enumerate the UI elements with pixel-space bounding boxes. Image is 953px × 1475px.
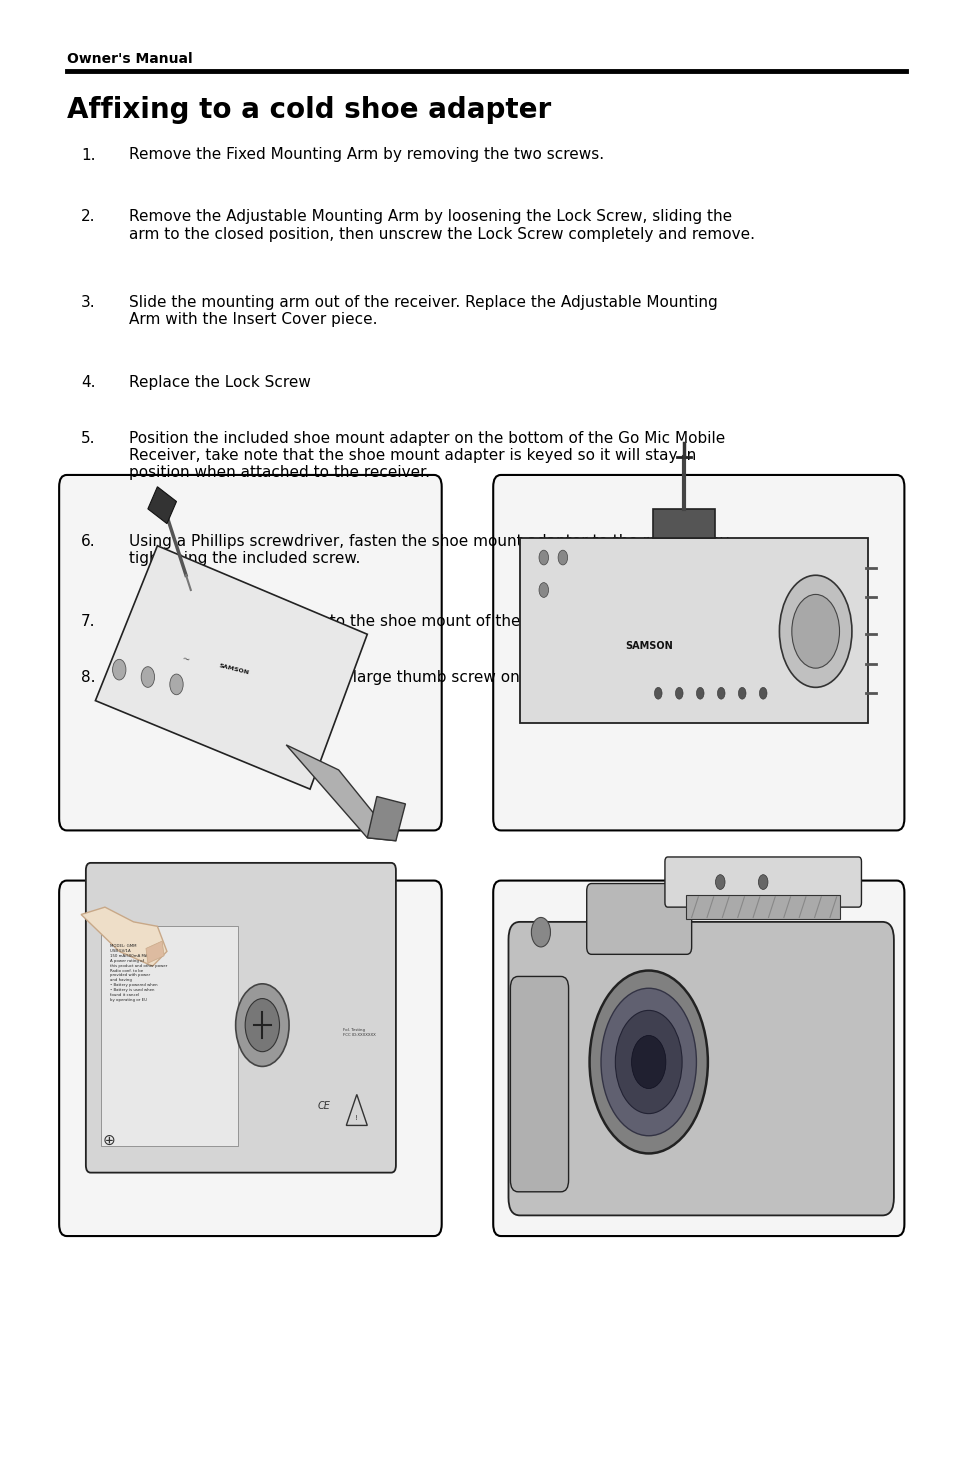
Text: Using a Phillips screwdriver, fasten the shoe mount adapter to the receiver by
t: Using a Phillips screwdriver, fasten the… — [129, 534, 728, 566]
FancyBboxPatch shape — [664, 857, 861, 907]
Text: 6.: 6. — [81, 534, 95, 549]
Text: Fol. Testing
FCC ID:XXXXXXX: Fol. Testing FCC ID:XXXXXXX — [343, 1028, 375, 1037]
Text: Remove the Fixed Mounting Arm by removing the two screws.: Remove the Fixed Mounting Arm by removin… — [129, 148, 603, 162]
Circle shape — [615, 1010, 681, 1114]
FancyBboxPatch shape — [510, 976, 568, 1192]
FancyBboxPatch shape — [493, 475, 903, 830]
FancyBboxPatch shape — [86, 863, 395, 1173]
Circle shape — [538, 550, 548, 565]
Text: 8.: 8. — [81, 670, 95, 684]
FancyBboxPatch shape — [59, 881, 441, 1236]
Polygon shape — [146, 941, 164, 963]
Circle shape — [675, 687, 682, 699]
Text: SAMSON: SAMSON — [624, 642, 672, 650]
Text: Slide the mounting arm out of the receiver. Replace the Adjustable Mounting
Arm : Slide the mounting arm out of the receiv… — [129, 295, 717, 327]
Polygon shape — [367, 796, 405, 841]
Text: SAMSON: SAMSON — [218, 664, 249, 676]
Text: Slide the GMM Receiver into the shoe mount of the connecting device.: Slide the GMM Receiver into the shoe mou… — [129, 614, 669, 628]
Circle shape — [738, 687, 745, 699]
Text: 4.: 4. — [81, 375, 95, 389]
FancyBboxPatch shape — [101, 926, 238, 1146]
Text: CE: CE — [317, 1102, 331, 1111]
Circle shape — [141, 667, 154, 687]
Circle shape — [112, 659, 126, 680]
Polygon shape — [286, 745, 395, 841]
Text: !: ! — [355, 1115, 358, 1121]
Text: MODEL: GMM
USB 5V/1A
150 mA/500mA MAX
A power rating of
this product and other p: MODEL: GMM USB 5V/1A 150 mA/500mA MAX A … — [110, 944, 167, 1002]
Text: Owner's Manual: Owner's Manual — [67, 52, 193, 65]
Text: Once positioned, tighten the large thumb screw on the receiver shoe mount to
hol: Once positioned, tighten the large thumb… — [129, 670, 732, 702]
Circle shape — [235, 984, 289, 1066]
FancyBboxPatch shape — [493, 881, 903, 1236]
Circle shape — [717, 687, 724, 699]
Circle shape — [758, 875, 767, 889]
Polygon shape — [148, 487, 176, 524]
Circle shape — [531, 917, 550, 947]
Text: 3.: 3. — [81, 295, 95, 310]
Text: 1.: 1. — [81, 148, 95, 162]
Text: 2.: 2. — [81, 209, 95, 224]
Text: 5.: 5. — [81, 431, 95, 445]
Text: ∼: ∼ — [181, 653, 191, 665]
Text: Affixing to a cold shoe adapter: Affixing to a cold shoe adapter — [67, 96, 551, 124]
Circle shape — [245, 999, 279, 1052]
Circle shape — [589, 971, 707, 1153]
Text: ⊕: ⊕ — [103, 1133, 115, 1148]
Text: Replace the Lock Screw: Replace the Lock Screw — [129, 375, 311, 389]
Text: Remove the Adjustable Mounting Arm by loosening the Lock Screw, sliding the
arm : Remove the Adjustable Mounting Arm by lo… — [129, 209, 754, 242]
Polygon shape — [653, 509, 715, 538]
Circle shape — [715, 875, 724, 889]
Circle shape — [631, 1035, 665, 1089]
Text: 7.: 7. — [81, 614, 95, 628]
Polygon shape — [95, 546, 367, 789]
Circle shape — [558, 550, 567, 565]
Polygon shape — [519, 538, 867, 723]
Circle shape — [538, 583, 548, 597]
FancyBboxPatch shape — [586, 884, 691, 954]
Polygon shape — [81, 907, 167, 966]
Circle shape — [759, 687, 766, 699]
Circle shape — [170, 674, 183, 695]
Circle shape — [600, 988, 696, 1136]
Circle shape — [779, 575, 851, 687]
FancyBboxPatch shape — [59, 475, 441, 830]
FancyBboxPatch shape — [508, 922, 893, 1215]
Circle shape — [791, 594, 839, 668]
FancyBboxPatch shape — [685, 895, 840, 919]
Circle shape — [654, 687, 661, 699]
Circle shape — [696, 687, 703, 699]
Text: Position the included shoe mount adapter on the bottom of the Go Mic Mobile
Rece: Position the included shoe mount adapter… — [129, 431, 724, 481]
